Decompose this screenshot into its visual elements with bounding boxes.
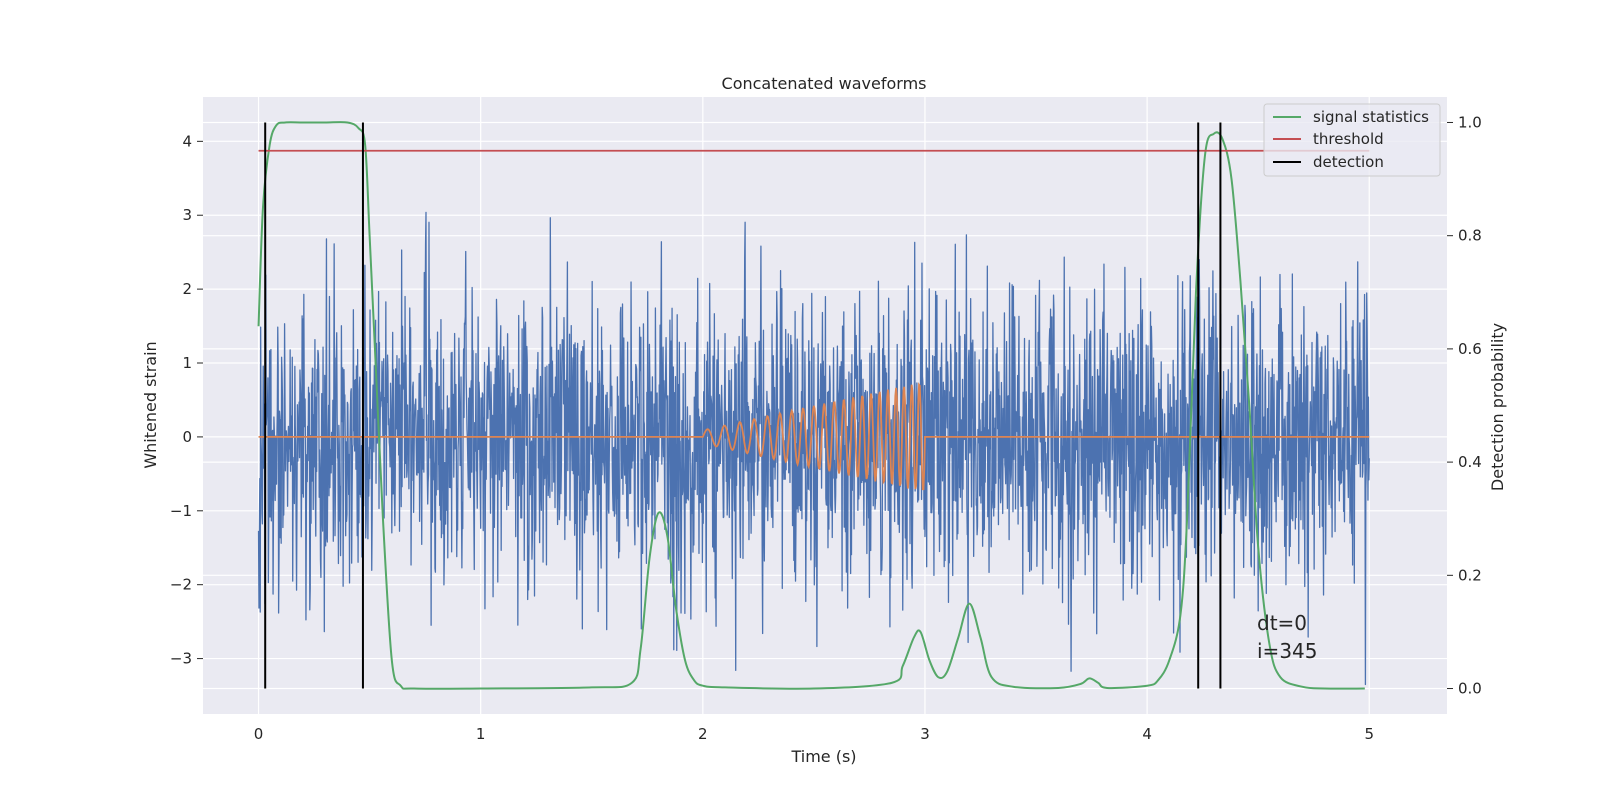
x-tick-label: 2 bbox=[698, 725, 708, 743]
left-tick-label: 1 bbox=[182, 354, 192, 372]
injected-signal-trace bbox=[258, 382, 1370, 491]
detection-series bbox=[264, 122, 1222, 689]
left-tick-label: 3 bbox=[182, 206, 192, 224]
injected-signal-series bbox=[258, 382, 1370, 491]
legend-label-detection: detection bbox=[1313, 153, 1384, 171]
right-tick-label: 0.2 bbox=[1458, 566, 1482, 584]
legend-label-signal-statistics: signal statistics bbox=[1313, 108, 1429, 126]
chart-title: Concatenated waveforms bbox=[722, 74, 927, 93]
left-axis-ticks: −3 −2 −1 0 1 2 3 4 bbox=[170, 132, 203, 668]
right-tick-label: 1.0 bbox=[1458, 113, 1482, 131]
signal-statistics-series bbox=[257, 121, 1365, 690]
left-tick-label: −2 bbox=[170, 576, 192, 594]
right-tick-label: 0.4 bbox=[1458, 453, 1482, 471]
x-axis-label: Time (s) bbox=[790, 747, 856, 766]
x-tick-label: 0 bbox=[254, 725, 264, 743]
left-tick-label: 2 bbox=[182, 280, 192, 298]
legend-frame bbox=[1263, 103, 1441, 177]
strain-trace bbox=[257, 211, 1370, 686]
signal-statistics-line bbox=[257, 121, 1365, 690]
x-tick-label: 1 bbox=[476, 725, 486, 743]
x-tick-label: 4 bbox=[1142, 725, 1152, 743]
x-tick-label: 3 bbox=[920, 725, 930, 743]
right-tick-label: 0.0 bbox=[1458, 680, 1482, 698]
legend-label-threshold: threshold bbox=[1313, 130, 1384, 148]
x-axis-ticks: 0 1 2 3 4 5 bbox=[254, 725, 1374, 743]
right-tick-label: 0.8 bbox=[1458, 227, 1482, 245]
left-axis-label: Whitened strain bbox=[141, 341, 160, 468]
right-tick-label: 0.6 bbox=[1458, 340, 1482, 358]
left-tick-label: 0 bbox=[182, 428, 192, 446]
right-axis-label: Detection probability bbox=[1488, 323, 1507, 491]
left-tick-label: −3 bbox=[170, 650, 192, 668]
annotation-iteration: i=345 bbox=[1257, 639, 1318, 663]
right-axis-ticks: 0.0 0.2 0.4 0.6 0.8 1.0 bbox=[1447, 113, 1482, 698]
strain-series bbox=[257, 211, 1370, 686]
left-tick-label: −1 bbox=[170, 502, 192, 520]
annotation-dt: dt=0 bbox=[1257, 611, 1307, 635]
legend: signal statistics threshold detection bbox=[1263, 103, 1441, 177]
left-tick-label: 4 bbox=[182, 132, 192, 150]
x-tick-label: 5 bbox=[1364, 725, 1374, 743]
